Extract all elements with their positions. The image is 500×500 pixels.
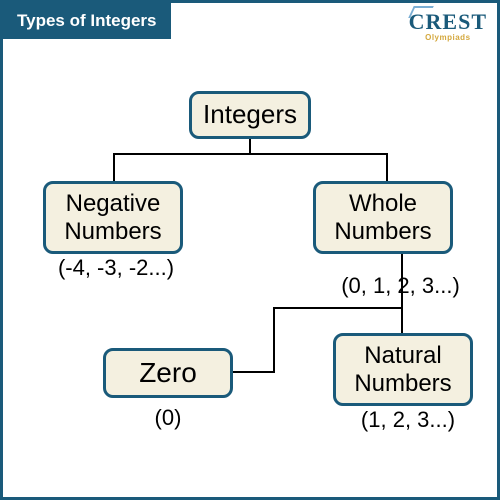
connector-line <box>233 371 275 373</box>
connector-line <box>273 307 403 309</box>
connector-line <box>113 153 115 181</box>
caption-natural: (1, 2, 3...) <box>343 407 473 433</box>
logo-main: CREST <box>409 9 487 35</box>
connector-line <box>113 153 388 155</box>
connector-line <box>386 153 388 181</box>
connector-line <box>273 307 275 373</box>
node-integers: Integers <box>189 91 311 139</box>
node-zero: Zero <box>103 348 233 398</box>
diagram-canvas: IntegersNegativeNumbers WholeNumbers Zero N… <box>3 63 497 493</box>
caption-negative: (-4, -3, -2...) <box>41 255 191 281</box>
frame: Types of Integers CREST Olympiads Intege… <box>0 0 500 500</box>
connector-line <box>401 307 403 333</box>
node-negative: NegativeNumbers <box>43 181 183 254</box>
header-title: Types of Integers <box>3 3 171 39</box>
logo: CREST Olympiads <box>409 9 487 42</box>
node-natural: NaturalNumbers <box>333 333 473 406</box>
caption-whole: (0, 1, 2, 3...) <box>323 273 478 299</box>
caption-zero: (0) <box>143 405 193 431</box>
node-whole: WholeNumbers <box>313 181 453 254</box>
